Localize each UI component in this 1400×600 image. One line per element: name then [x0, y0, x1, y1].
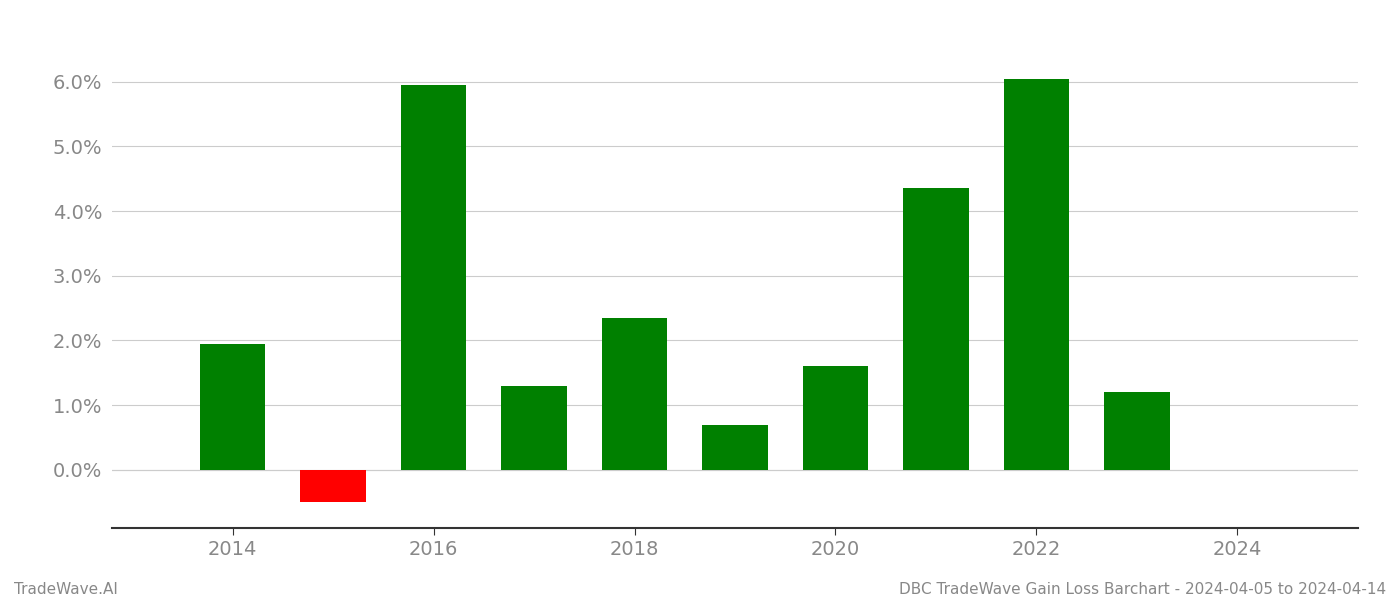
Bar — [400, 85, 466, 470]
Bar — [703, 425, 767, 470]
Bar — [200, 344, 265, 470]
Bar — [802, 367, 868, 470]
Text: TradeWave.AI: TradeWave.AI — [14, 582, 118, 597]
Bar — [1105, 392, 1169, 470]
Bar — [1004, 79, 1070, 470]
Text: DBC TradeWave Gain Loss Barchart - 2024-04-05 to 2024-04-14: DBC TradeWave Gain Loss Barchart - 2024-… — [899, 582, 1386, 597]
Bar — [903, 188, 969, 470]
Bar — [301, 470, 365, 502]
Bar — [501, 386, 567, 470]
Bar — [602, 318, 668, 470]
